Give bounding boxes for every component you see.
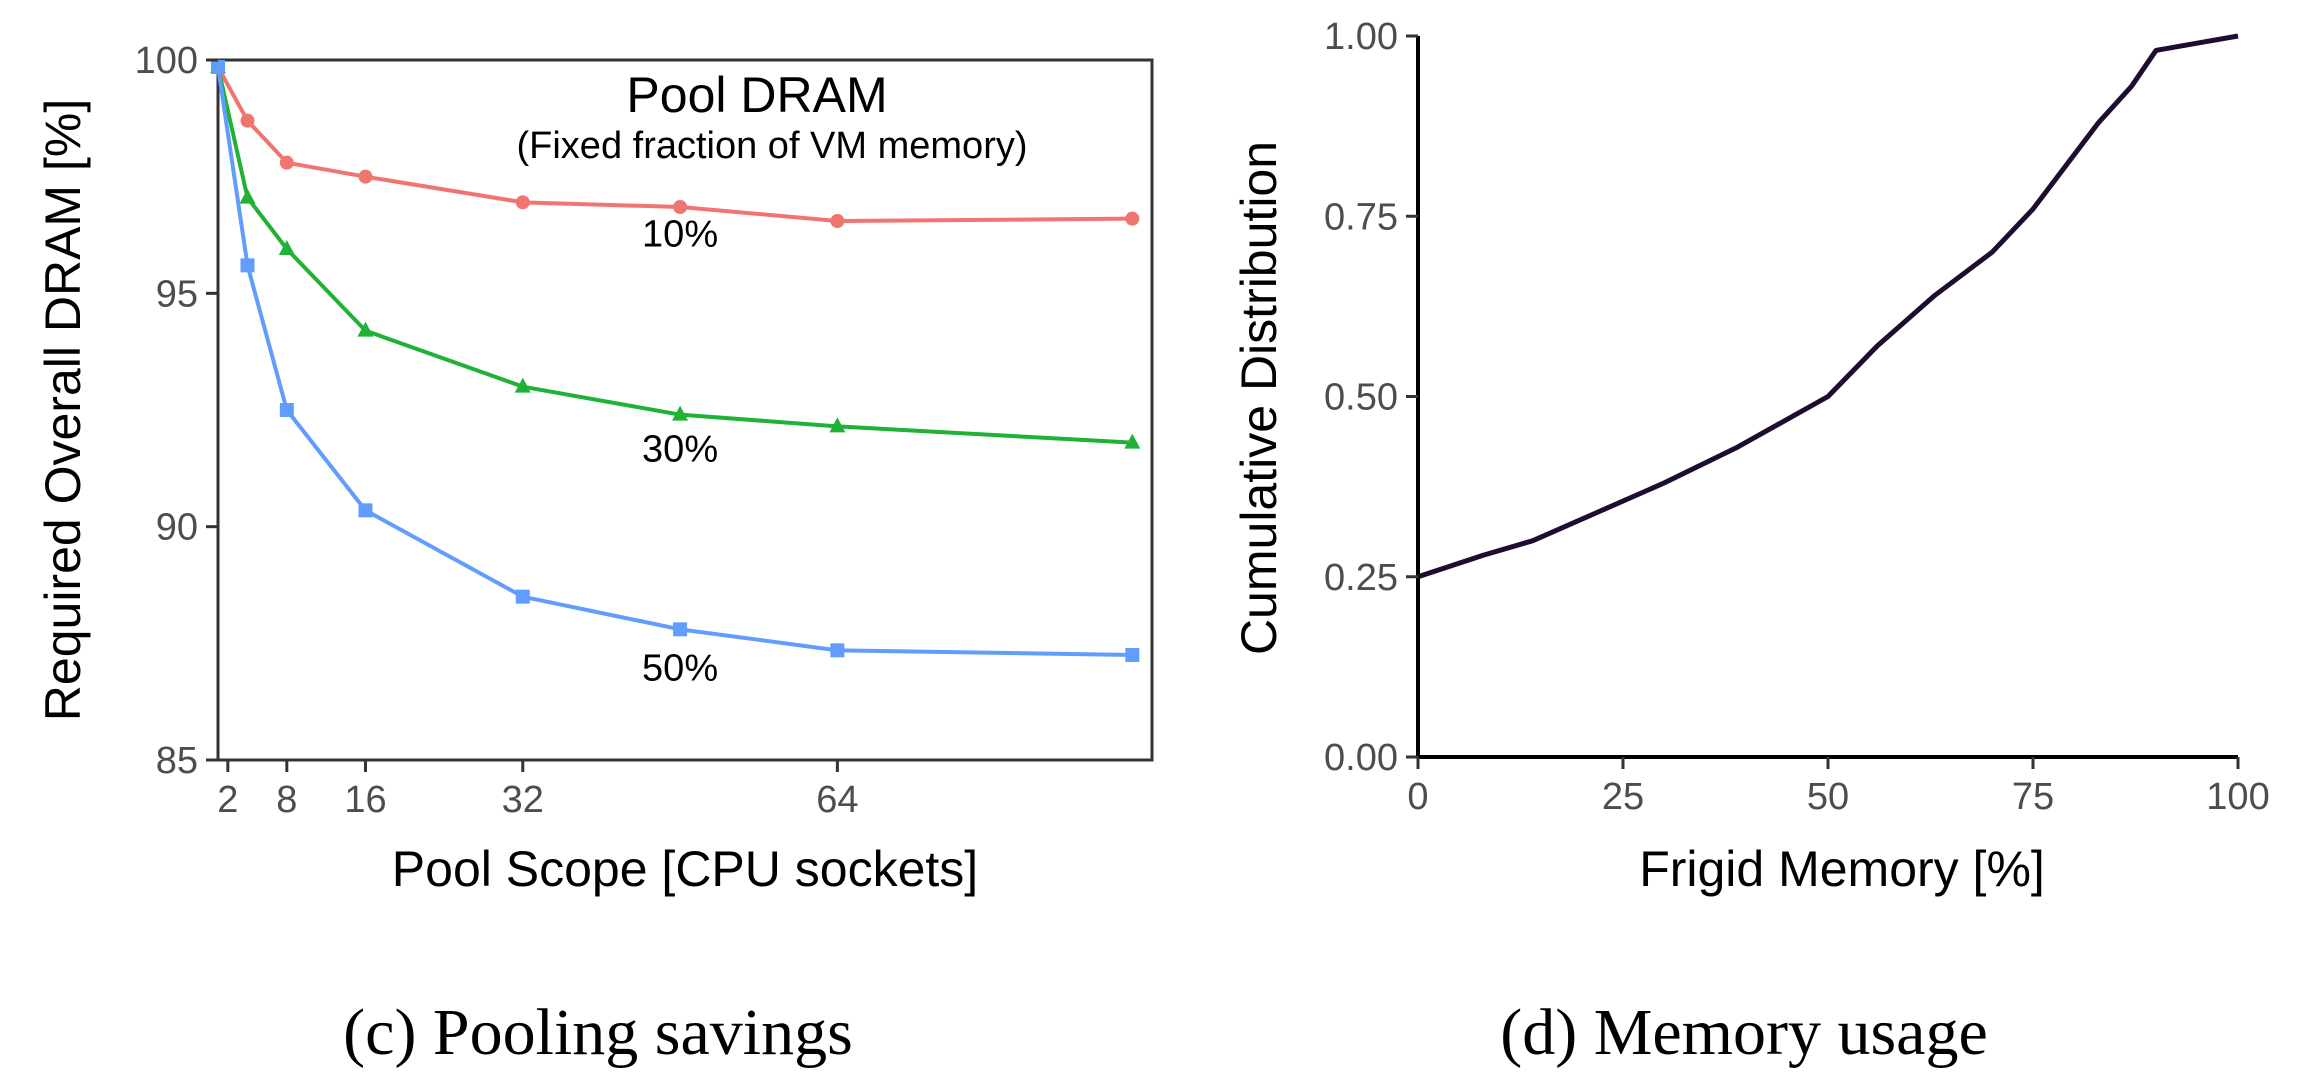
pool-dram-subtitle: (Fixed fraction of VM memory) <box>517 125 1028 167</box>
data-point-30pct <box>357 321 374 337</box>
data-point-10pct <box>279 155 294 170</box>
memory-y-tick-label: 1.00 <box>1324 16 1398 58</box>
memory-x-tick-label: 25 <box>1602 776 1644 818</box>
pooling-y-axis-title: Required Overall DRAM [%] <box>35 99 91 721</box>
data-point-30pct <box>239 188 256 204</box>
pooling-x-tick-label: 32 <box>502 779 544 821</box>
caption-c: (c) Pooling savings <box>343 996 853 1069</box>
data-point-10pct <box>358 169 373 184</box>
data-point-50pct <box>240 258 255 273</box>
data-point-10pct <box>673 200 688 214</box>
series-label-10pct: 10% <box>642 214 718 256</box>
data-point-30pct <box>278 240 295 255</box>
pooling-y-tick-label: 85 <box>156 740 198 782</box>
data-point-30pct <box>672 405 689 421</box>
pooling-y-tick-label: 100 <box>135 40 198 82</box>
data-point-10pct <box>240 113 255 128</box>
pool-dram-title: Pool DRAM <box>626 67 887 123</box>
pooling-y-tick-label: 95 <box>156 273 198 315</box>
memory-x-tick-label: 100 <box>2206 776 2269 818</box>
series-line-30pct <box>216 66 1133 445</box>
pooling-x-axis-title: Pool Scope [CPU sockets] <box>392 841 978 897</box>
pooling-x-tick-label: 2 <box>217 779 238 821</box>
pooling-savings-chart: 10% 30% 50% 2 8 16 32 64 85 90 95 100 Pool DRAM (F… <box>35 40 1154 1069</box>
data-point-50pct <box>279 403 294 417</box>
data-point-30pct <box>1124 433 1141 449</box>
memory-x-tick-label: 75 <box>2012 776 2054 818</box>
series-label-30pct: 30% <box>642 428 718 470</box>
data-point-50pct <box>358 503 373 518</box>
data-point-10pct <box>1125 211 1140 226</box>
pooling-y-tick-label: 90 <box>156 507 198 549</box>
memory-axis-ticks: 0 25 50 75 100 0.00 0.25 0.50 0.75 1.00 <box>1324 16 2270 818</box>
memory-y-tick-label: 0.75 <box>1324 196 1398 238</box>
cdf-line <box>1417 33 2239 580</box>
data-point-10pct <box>515 195 530 210</box>
data-point-50pct <box>673 622 688 637</box>
pooling-x-tick-label: 16 <box>344 779 386 821</box>
memory-y-axis-title: Cumulative Distribution <box>1231 141 1287 655</box>
memory-x-tick-label: 50 <box>1807 776 1849 818</box>
data-point-50pct <box>1125 648 1140 662</box>
series-line-50pct <box>216 66 1133 657</box>
data-point-30pct <box>829 417 846 433</box>
memory-y-tick-label: 0.25 <box>1324 557 1398 599</box>
data-point-50pct <box>211 60 225 74</box>
pooling-x-tick-label: 8 <box>276 779 297 821</box>
series-line-10pct <box>216 66 1133 223</box>
memory-y-tick-label: 0.50 <box>1324 377 1398 419</box>
series-label-50pct: 50% <box>642 648 718 690</box>
memory-y-tick-label: 0.00 <box>1324 737 1398 779</box>
data-point-50pct <box>515 589 530 604</box>
pooling-series-lines: 10% 30% 50% <box>210 58 1141 690</box>
pooling-plot-frame <box>216 58 1154 762</box>
caption-d: (d) Memory usage <box>1500 996 1988 1069</box>
data-point-50pct <box>830 643 845 658</box>
memory-series-lines <box>1417 33 2239 580</box>
memory-usage-chart: 0 25 50 75 100 0.00 0.25 0.50 0.75 1.00 Frigid Me… <box>1231 16 2270 1069</box>
memory-x-axis-title: Frigid Memory [%] <box>1639 841 2045 897</box>
pooling-x-tick-label: 64 <box>816 779 858 821</box>
data-point-30pct <box>514 377 531 393</box>
data-point-10pct <box>830 214 845 228</box>
pooling-axis-ticks: 2 8 16 32 64 85 90 95 100 <box>135 40 859 821</box>
memory-x-tick-label: 0 <box>1407 776 1428 818</box>
